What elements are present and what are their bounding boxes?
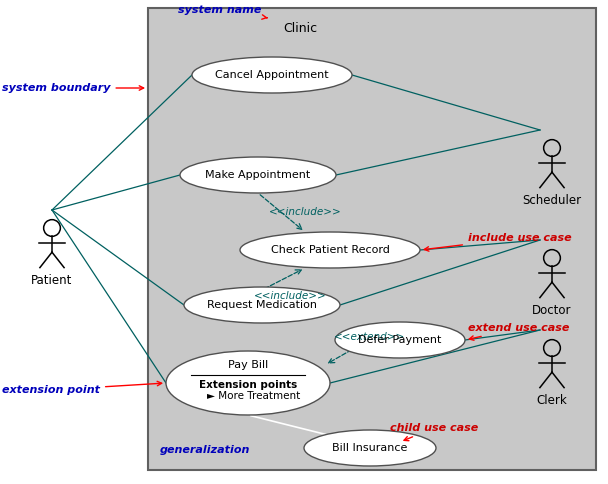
Text: include use case: include use case xyxy=(424,233,572,251)
Bar xyxy=(148,8,596,470)
Text: ► More Treatment: ► More Treatment xyxy=(207,391,300,401)
Text: Doctor: Doctor xyxy=(532,304,572,317)
Text: Extension points: Extension points xyxy=(199,380,297,390)
Ellipse shape xyxy=(335,322,465,358)
Text: system boundary: system boundary xyxy=(2,83,143,93)
Text: Patient: Patient xyxy=(32,274,73,287)
Ellipse shape xyxy=(166,351,330,415)
Text: Make Appointment: Make Appointment xyxy=(206,170,311,180)
Text: Clerk: Clerk xyxy=(537,394,567,407)
Ellipse shape xyxy=(184,287,340,323)
Text: system name: system name xyxy=(178,5,267,19)
Text: Pay Bill: Pay Bill xyxy=(228,360,268,370)
Text: Defer Payment: Defer Payment xyxy=(358,335,441,345)
Text: <<extend>>: <<extend>> xyxy=(334,332,406,342)
Text: Scheduler: Scheduler xyxy=(522,194,582,207)
Text: <<include>>: <<include>> xyxy=(269,207,341,217)
Text: Request Medication: Request Medication xyxy=(207,300,317,310)
Text: Cancel Appointment: Cancel Appointment xyxy=(215,70,329,80)
Text: Clinic: Clinic xyxy=(283,22,317,35)
Text: Bill Insurance: Bill Insurance xyxy=(333,443,408,453)
Text: extension point: extension point xyxy=(2,381,162,395)
Text: Check Patient Record: Check Patient Record xyxy=(271,245,390,255)
Ellipse shape xyxy=(180,157,336,193)
Ellipse shape xyxy=(304,430,436,466)
Ellipse shape xyxy=(240,232,420,268)
Text: child use case: child use case xyxy=(390,423,478,441)
Text: <<include>>: <<include>> xyxy=(254,291,326,301)
Ellipse shape xyxy=(192,57,352,93)
Text: extend use case: extend use case xyxy=(468,323,569,340)
Text: generalization: generalization xyxy=(160,445,250,455)
